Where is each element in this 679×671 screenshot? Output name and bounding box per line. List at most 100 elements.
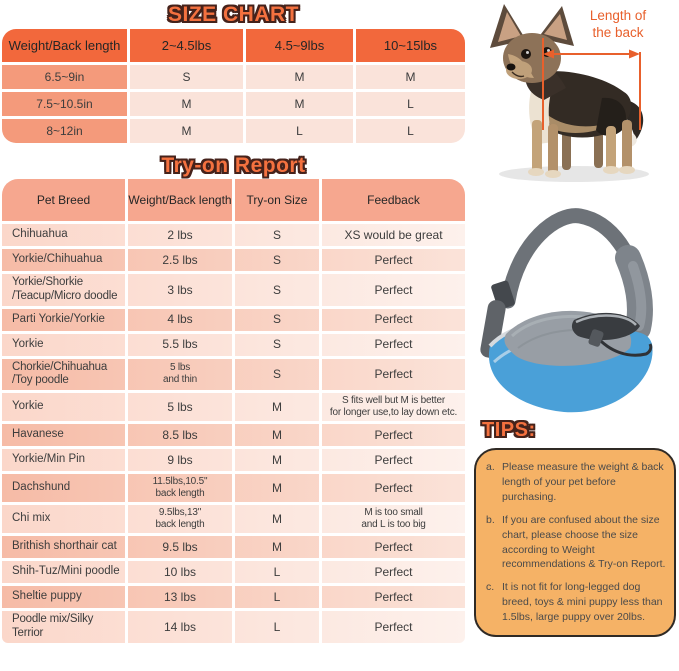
tryon-header-cell: Try-on Size — [235, 179, 322, 221]
tryon-size-cell: S — [235, 333, 322, 356]
back-length-cell: 8~12in — [2, 119, 130, 143]
weight-cell: 9.5 lbs — [128, 536, 235, 559]
weight-cell: 11.5lbs,10.5" back length — [128, 474, 235, 503]
size-cell: L — [356, 119, 465, 143]
tip-item: b. If you are confused about the size ch… — [486, 513, 666, 573]
feedback-cell: Perfect — [374, 452, 413, 467]
back-length-measurement-lines — [542, 38, 641, 130]
tryon-row: Yorkie/Shorkie /Teacup/Micro doodle 3 lb… — [2, 274, 465, 309]
chihuahua-illustration — [490, 4, 649, 182]
tip-text: If you are confused about the size chart… — [502, 513, 666, 571]
size-chart-table: Weight/Back length 2~4.5lbs 4.5~9lbs 10~… — [2, 29, 465, 143]
breed-cell: Havanese — [2, 424, 128, 447]
tryon-size-cell: M — [235, 424, 322, 447]
tryon-size-cell: S — [235, 274, 322, 306]
breed-cell: Chihuahua — [2, 224, 128, 246]
size-cell: M — [130, 92, 246, 116]
tryon-header-cell: Weight/Back length — [128, 179, 235, 221]
weight-cell: 9 lbs — [128, 449, 235, 472]
back-length-cell: 6.5~9in — [2, 65, 130, 89]
breed-cell: Dachshund — [2, 474, 128, 503]
tryon-row: Yorkie/Chihuahua 2.5 lbs S Perfect — [2, 249, 465, 274]
weight-cell: 9.5lbs,13" back length — [128, 505, 235, 534]
tryon-size-cell: S — [235, 224, 322, 246]
tryon-header-cell: Pet Breed — [2, 179, 128, 221]
feedback-cell: Perfect — [374, 252, 413, 267]
feedback-cell: XS would be great — [344, 227, 443, 242]
tryon-row: Brithish shorthair cat 9.5 lbs M Perfect — [2, 536, 465, 562]
size-chart-header-cell: 4.5~9lbs — [246, 29, 356, 62]
size-cell: M — [246, 92, 356, 116]
tips-box: a. Please measure the weight & back leng… — [474, 448, 676, 638]
tryon-size-cell: S — [235, 249, 322, 271]
tryon-report-table: Pet Breed Weight/Back length Try-on Size… — [2, 179, 465, 643]
left-column: SIZE CHART Weight/Back length 2~4.5lbs 4… — [2, 3, 465, 643]
breed-cell: Sheltie puppy — [2, 586, 128, 609]
breed-cell: Yorkie — [2, 393, 128, 422]
tryon-size-cell: M — [235, 393, 322, 422]
weight-cell: 8.5 lbs — [128, 424, 235, 447]
weight-cell: 13 lbs — [128, 586, 235, 609]
back-length-cell: 7.5~10.5in — [2, 92, 130, 116]
breed-cell: Parti Yorkie/Yorkie — [2, 308, 128, 331]
breed-cell: Brithish shorthair cat — [2, 536, 128, 559]
size-chart-header-cell: Weight/Back length — [2, 29, 130, 62]
tryon-size-cell: S — [235, 358, 322, 391]
size-cell: M — [356, 65, 465, 89]
feedback-cell: Perfect — [374, 367, 413, 382]
feedback-cell: S fits well but M is better for longer u… — [329, 395, 458, 419]
weight-cell: 2 lbs — [128, 224, 235, 246]
tryon-size-cell: M — [235, 474, 322, 503]
tryon-size-cell: M — [235, 449, 322, 472]
breed-cell: Yorkie/Chihuahua — [2, 249, 128, 271]
breed-cell: Shih-Tuz/Mini poodle — [2, 561, 128, 584]
tip-marker: a. — [486, 461, 495, 473]
product-photo — [478, 196, 668, 421]
size-cell: L — [246, 119, 356, 143]
feedback-cell: Perfect — [374, 589, 413, 604]
feedback-cell: Perfect — [374, 539, 413, 554]
weight-cell: 14 lbs — [128, 611, 235, 643]
tryon-header-cell: Feedback — [322, 179, 465, 221]
size-cell: L — [356, 92, 465, 116]
size-chart-header-cell: 2~4.5lbs — [130, 29, 246, 62]
weight-cell: 4 lbs — [128, 308, 235, 331]
feedback-cell: Perfect — [374, 564, 413, 579]
tryon-report-title: Try-on Report — [161, 154, 306, 177]
breed-cell: Chi mix — [2, 505, 128, 534]
size-chart-row: 7.5~10.5in M M L — [2, 92, 465, 119]
feedback-cell: Perfect — [374, 427, 413, 442]
tip-marker: c. — [486, 581, 495, 594]
tryon-row: Shih-Tuz/Mini poodle 10 lbs L Perfect — [2, 561, 465, 587]
breed-cell: Chorkie/Chihuahua /Toy poodle — [2, 358, 128, 391]
weight-cell: 10 lbs — [128, 561, 235, 584]
weight-cell: 5 lbs and thin — [128, 358, 235, 391]
weight-cell: 3 lbs — [128, 274, 235, 306]
tryon-size-cell: L — [235, 561, 322, 584]
tryon-row: Yorkie 5.5 lbs S Perfect — [2, 333, 465, 359]
tryon-row: Chi mix 9.5lbs,13" back length M M is to… — [2, 505, 465, 537]
weight-cell: 5 lbs — [128, 393, 235, 422]
feedback-cell: Perfect — [374, 282, 413, 297]
tryon-row: Poodle mix/Silky Terrior 14 lbs L Perfec… — [2, 611, 465, 643]
tryon-size-cell: M — [235, 536, 322, 559]
size-cell: S — [130, 65, 246, 89]
tryon-size-cell: M — [235, 505, 322, 534]
size-cell: M — [130, 119, 246, 143]
size-chart-row: 6.5~9in S M M — [2, 65, 465, 92]
size-chart-row: 8~12in M L L — [2, 119, 465, 143]
weight-cell: 5.5 lbs — [128, 333, 235, 356]
tip-marker: b. — [486, 513, 495, 526]
tryon-row: Yorkie/Min Pin 9 lbs M Perfect — [2, 449, 465, 475]
tryon-row: Yorkie 5 lbs M S fits well but M is bett… — [2, 393, 465, 425]
tip-item: c. It is not fit for long-legged dog bre… — [486, 580, 666, 625]
tips-section: TIPS: a. Please measure the weight & bac… — [474, 419, 676, 638]
tryon-header-row: Pet Breed Weight/Back length Try-on Size… — [2, 179, 465, 224]
tryon-row: Chorkie/Chihuahua /Toy poodle 5 lbs and … — [2, 358, 465, 394]
tryon-row: Havanese 8.5 lbs M Perfect — [2, 424, 465, 450]
chihuahua-photo — [474, 2, 679, 187]
tryon-row: Parti Yorkie/Yorkie 4 lbs S Perfect — [2, 308, 465, 334]
size-chart-header-row: Weight/Back length 2~4.5lbs 4.5~9lbs 10~… — [2, 29, 465, 65]
feedback-cell: Perfect — [374, 312, 413, 327]
